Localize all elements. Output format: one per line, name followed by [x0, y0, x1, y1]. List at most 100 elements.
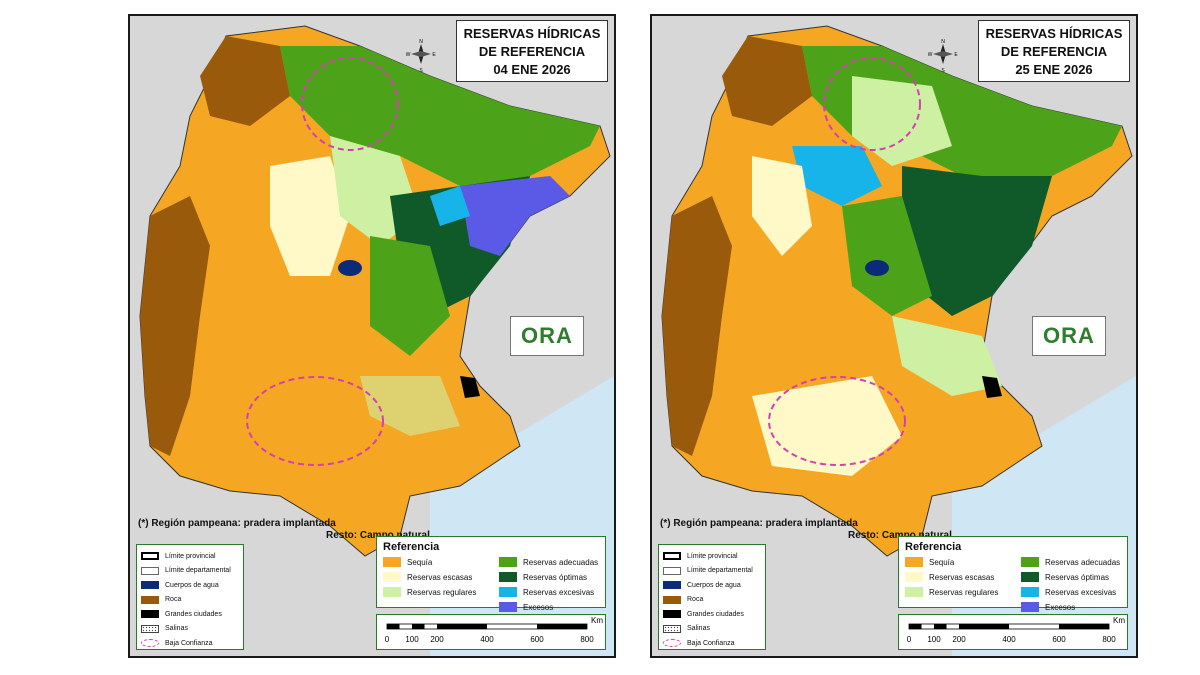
- baja-confianza-ellipse: [301, 57, 399, 151]
- legend-item-reservas-escasas: Reservas escasas: [905, 572, 1021, 582]
- scale-tick-100: 100: [405, 635, 419, 644]
- escasas-south: [752, 376, 902, 476]
- legend-item-reservas-regulares: Reservas regulares: [905, 587, 1021, 597]
- legend-item-sequia: Sequía: [383, 557, 499, 567]
- roca-north: [722, 36, 812, 126]
- escasas-center: [270, 156, 350, 276]
- legend-item-sequia: Sequía: [905, 557, 1021, 567]
- legend-boundaries: Límite provincial Límite departamental C…: [658, 544, 766, 650]
- excesos-northeast: [460, 176, 570, 256]
- legend-item-salinas: Salinas: [141, 622, 239, 637]
- legend-item-reservas-optimas: Reservas óptimas: [1021, 572, 1125, 582]
- salinas-dotted-icon: [663, 624, 681, 633]
- legend-item-grandes-ciudades: Grandes ciudades: [663, 607, 761, 622]
- rock-swatch-icon: [663, 595, 681, 604]
- thick-border-icon: [663, 552, 681, 561]
- rock-swatch-icon: [141, 595, 159, 604]
- adecuadas-center: [842, 196, 932, 316]
- region-note: (*) Región pampeana: pradera implantada …: [138, 518, 608, 542]
- thin-border-icon: [663, 566, 681, 575]
- big-city: [460, 376, 480, 398]
- baja-confianza-ellipse: [246, 376, 384, 466]
- excesivas-patch: [430, 186, 470, 226]
- legend-item-reservas-regulares: Reservas regulares: [383, 587, 499, 597]
- map-date: 25 ENE 2026: [1015, 62, 1093, 77]
- water-swatch-icon: [663, 581, 681, 590]
- legend-item-limite-departamental: Límite departamental: [141, 564, 239, 579]
- legend-item-excesos: Excesos: [499, 602, 603, 612]
- title-line-1: RESERVAS HÍDRICAS: [985, 26, 1123, 41]
- dashed-ellipse-icon: [663, 639, 681, 648]
- legend-reserves: Referencia Sequía Reservas adecuadas Res…: [376, 536, 606, 612]
- scale-tick-800: 800: [1102, 635, 1116, 644]
- legend-item-cuerpos-de-agua: Cuerpos de agua: [141, 578, 239, 593]
- map-title-box: RESERVAS HÍDRICAS DE REFERENCIA 04 ENE 2…: [456, 20, 608, 82]
- legend-title: Referencia: [905, 541, 962, 553]
- salinas-dotted-icon: [141, 624, 159, 633]
- legend-item-reservas-optimas: Reservas óptimas: [499, 572, 603, 582]
- water-body: [865, 260, 889, 276]
- map-title-box: RESERVAS HÍDRICAS DE REFERENCIA 25 ENE 2…: [978, 20, 1130, 82]
- svg-text:E: E: [432, 52, 436, 58]
- roca-north: [200, 36, 290, 126]
- map-panel-25-ene: RESERVAS HÍDRICAS DE REFERENCIA 25 ENE 2…: [650, 14, 1138, 658]
- legend-item-cuerpos-de-agua: Cuerpos de agua: [663, 578, 761, 593]
- excesivas-patch: [792, 146, 882, 206]
- ora-logo-text: ORA: [1043, 323, 1095, 348]
- note-line-2: Resto: Campo natural: [848, 530, 952, 541]
- legend-item-reservas-escasas: Reservas escasas: [383, 572, 499, 582]
- legend-item-limite-departamental: Límite departamental: [663, 564, 761, 579]
- scale-tick-0: 0: [907, 635, 912, 644]
- svg-text:S: S: [419, 68, 423, 74]
- svg-text:N: N: [419, 39, 423, 45]
- svg-text:E: E: [954, 52, 958, 58]
- ora-logo-text: ORA: [521, 323, 573, 348]
- title-line-2: DE REFERENCIA: [478, 44, 586, 59]
- dashed-ellipse-icon: [141, 639, 159, 648]
- water-body: [338, 260, 362, 276]
- ora-logo: ORA: [1032, 316, 1106, 356]
- city-swatch-icon: [663, 610, 681, 619]
- region-note: (*) Región pampeana: pradera implantada …: [660, 518, 1130, 542]
- scale-tick-800: 800: [580, 635, 594, 644]
- scale-tick-600: 600: [530, 635, 544, 644]
- scale-unit: Km: [1113, 616, 1125, 625]
- optimas-center: [902, 166, 1052, 316]
- note-line-2: Resto: Campo natural: [326, 530, 430, 541]
- legend-item-salinas: Salinas: [663, 622, 761, 637]
- roca-region: [140, 196, 210, 456]
- scale-tick-100: 100: [927, 635, 941, 644]
- svg-text:N: N: [941, 39, 945, 45]
- scale-tick-600: 600: [1052, 635, 1066, 644]
- escasas-center: [752, 156, 812, 256]
- legend-item-grandes-ciudades: Grandes ciudades: [141, 607, 239, 622]
- scale-bar: 0 100 200 400 600 800 Km: [376, 614, 606, 650]
- scale-bar-graphic: 0 100 200 400 600 800 Km: [385, 616, 604, 644]
- legend-item-baja-confianza: Baja Confianza: [663, 636, 761, 651]
- scale-bar: 0 100 200 400 600 800 Km: [898, 614, 1128, 650]
- note-line-1: (*) Región pampeana: pradera implantada: [138, 518, 336, 529]
- scale-bar-graphic: 0 100 200 400 600 800 Km: [907, 616, 1126, 644]
- baja-confianza-ellipse: [768, 376, 906, 466]
- legend-item-excesos: Excesos: [1021, 602, 1125, 612]
- legend-item-roca: Roca: [141, 593, 239, 608]
- legend-item-limite-provincial: Límite provincial: [141, 549, 239, 564]
- svg-text:W: W: [406, 52, 411, 58]
- thin-border-icon: [141, 566, 159, 575]
- legend-item-reservas-adecuadas: Reservas adecuadas: [499, 557, 603, 567]
- baja-confianza-ellipse: [823, 57, 921, 151]
- legend-item-limite-provincial: Límite provincial: [663, 549, 761, 564]
- title-line-2: DE REFERENCIA: [1000, 44, 1108, 59]
- legend-item-baja-confianza: Baja Confianza: [141, 636, 239, 651]
- city-swatch-icon: [141, 610, 159, 619]
- scale-tick-400: 400: [1002, 635, 1016, 644]
- legend-item-reservas-excesivas: Reservas excesivas: [499, 587, 603, 597]
- scale-tick-400: 400: [480, 635, 494, 644]
- big-city: [982, 376, 1002, 398]
- legend-item-reservas-adecuadas: Reservas adecuadas: [1021, 557, 1125, 567]
- regulares-south: [360, 376, 460, 436]
- legend-title: Referencia: [383, 541, 440, 553]
- regulares-north: [852, 76, 952, 166]
- legend-boundaries: Límite provincial Límite departamental C…: [136, 544, 244, 650]
- scale-unit: Km: [591, 616, 603, 625]
